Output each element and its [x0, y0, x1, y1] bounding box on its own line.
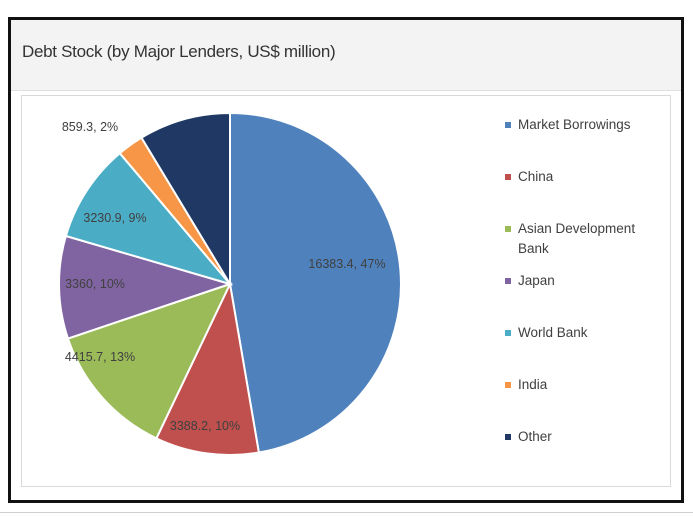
legend-item-china: China	[505, 167, 658, 187]
pie-slice-asian-development-bank	[66, 282, 232, 440]
legend-label: Asian Development Bank	[518, 221, 636, 256]
legend-swatch	[505, 382, 511, 388]
legend-label: World Bank	[518, 325, 588, 340]
legend-label: Japan	[518, 273, 555, 288]
data-label-india: 859.3, 2%	[62, 120, 118, 134]
legend-item-japan: Japan	[505, 271, 658, 291]
legend-swatch	[505, 122, 511, 128]
legend-swatch	[505, 434, 511, 440]
legend-swatch	[505, 278, 511, 284]
data-label-china: 3388.2, 10%	[170, 419, 240, 433]
pie-slice-china	[155, 280, 261, 456]
pie-slice-other	[140, 111, 231, 288]
legend-label: Other	[518, 429, 552, 444]
pie-slice-market-borrowings	[229, 111, 402, 454]
pie-slice-world-bank	[64, 151, 233, 286]
data-label-world-bank: 3230.9, 9%	[83, 211, 146, 225]
data-label-asian-development-bank: 4415.7, 13%	[65, 350, 135, 364]
legend-swatch	[505, 330, 511, 336]
data-label-japan: 3360, 10%	[65, 277, 125, 291]
legend-item-world-bank: World Bank	[505, 323, 658, 343]
data-label-market-borrowings: 16383.4, 47%	[308, 257, 385, 271]
legend-label: China	[518, 169, 554, 184]
legend-item-other: Other	[505, 427, 658, 447]
bottom-divider	[0, 512, 693, 513]
legend-item-india: India	[505, 375, 658, 395]
legend-swatch	[505, 174, 511, 180]
pie-slice-japan	[58, 234, 234, 340]
chart-title: Debt Stock (by Major Lenders, US$ millio…	[22, 42, 336, 61]
legend-label: Market Borrowings	[518, 117, 631, 132]
title-bar: Debt Stock (by Major Lenders, US$ millio…	[11, 20, 681, 91]
legend-item-market-borrowings: Market Borrowings	[505, 115, 658, 135]
legend-item-asian-development-bank: Asian Development Bank	[505, 219, 658, 259]
legend-swatch	[505, 226, 511, 232]
legend-label: India	[518, 377, 548, 392]
